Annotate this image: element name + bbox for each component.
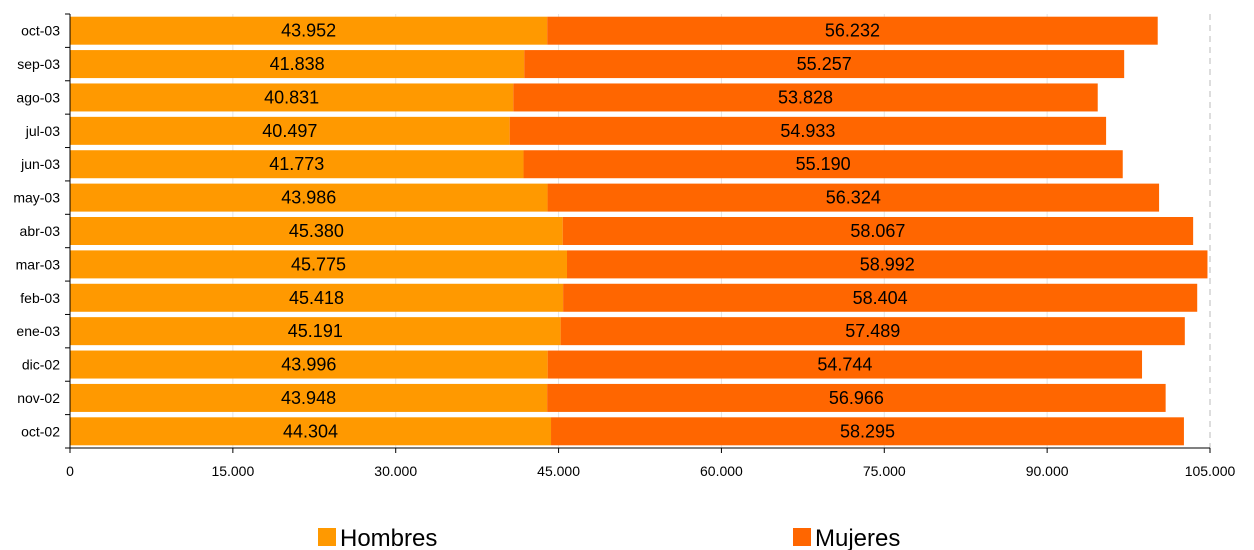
bar-mujeres-oct-03 (547, 16, 1158, 45)
category-label-sep-03: sep-03 (17, 56, 60, 72)
data-label-mujeres-may-03: 56.324 (826, 188, 881, 208)
data-label-mujeres-dic-02: 54.744 (817, 355, 872, 375)
bar-mujeres-oct-02 (551, 417, 1184, 446)
category-label-oct-03: oct-03 (21, 23, 60, 39)
data-label-hombres-abr-03: 45.380 (289, 221, 344, 241)
bar-hombres-may-03 (70, 183, 548, 212)
data-label-mujeres-ene-03: 57.489 (845, 321, 900, 341)
data-label-hombres-dic-02: 43.996 (281, 355, 336, 375)
legend-label-mujeres: Mujeres (815, 525, 900, 550)
data-label-mujeres-mar-03: 58.992 (860, 254, 915, 274)
legend-label-hombres: Hombres (340, 525, 437, 550)
x-tick-label: 15.000 (211, 463, 254, 479)
bar-mujeres-ago-03 (513, 83, 1098, 112)
bar-hombres-jul-03 (70, 116, 510, 145)
category-label-ago-03: ago-03 (16, 89, 60, 105)
bar-mujeres-dic-02 (547, 350, 1143, 379)
x-tick-label: 45.000 (537, 463, 580, 479)
bars-layer (70, 16, 1208, 446)
bar-mujeres-mar-03 (566, 250, 1208, 279)
legend-swatch-mujeres (793, 528, 811, 546)
category-label-jun-03: jun-03 (20, 156, 60, 172)
data-label-hombres-sep-03: 41.838 (270, 54, 325, 74)
data-label-mujeres-jun-03: 55.190 (796, 154, 851, 174)
data-label-hombres-may-03: 43.986 (281, 188, 336, 208)
bar-mujeres-ene-03 (560, 317, 1185, 346)
data-label-mujeres-feb-03: 58.404 (853, 288, 908, 308)
bar-hombres-abr-03 (70, 217, 563, 245)
bar-mujeres-may-03 (547, 183, 1160, 212)
bar-hombres-mar-03 (70, 250, 567, 279)
category-label-oct-02: oct-02 (21, 423, 60, 439)
data-label-hombres-oct-02: 44.304 (283, 421, 338, 441)
data-label-mujeres-oct-02: 58.295 (840, 421, 895, 441)
category-label-nov-02: nov-02 (17, 390, 60, 406)
data-label-hombres-jul-03: 40.497 (262, 121, 317, 141)
x-tick-label: 60.000 (700, 463, 743, 479)
bar-hombres-nov-02 (70, 383, 548, 412)
bar-hombres-ene-03 (70, 317, 561, 346)
labels-layer: 43.952 56.232 oct-03 41.838 55.257 sep-03 40.8… (13, 21, 1235, 479)
bar-hombres-jun-03 (70, 150, 524, 179)
bar-hombres-oct-02 (70, 417, 552, 446)
x-tick-label: 105.000 (1185, 463, 1236, 479)
data-label-hombres-nov-02: 43.948 (281, 388, 336, 408)
legend: Hombres Mujeres (318, 525, 900, 550)
bar-hombres-ago-03 (70, 83, 514, 112)
x-tick-label: 90.000 (1026, 463, 1069, 479)
x-tick-label: 75.000 (863, 463, 906, 479)
category-label-mar-03: mar-03 (16, 256, 61, 272)
category-label-ene-03: ene-03 (16, 323, 60, 339)
bar-mujeres-jul-03 (509, 116, 1107, 145)
data-label-hombres-feb-03: 45.418 (289, 288, 344, 308)
legend-swatch-hombres (318, 528, 336, 546)
bar-hombres-sep-03 (70, 50, 525, 79)
bar-hombres-dic-02 (70, 350, 548, 379)
data-label-mujeres-abr-03: 58.067 (850, 221, 905, 241)
data-label-hombres-oct-03: 43.952 (281, 21, 336, 41)
category-label-jul-03: jul-03 (25, 123, 60, 139)
x-tick-label: 0 (66, 463, 74, 479)
category-label-feb-03: feb-03 (20, 290, 60, 306)
bar-mujeres-jun-03 (523, 150, 1123, 179)
data-label-mujeres-sep-03: 55.257 (797, 54, 852, 74)
data-label-hombres-ago-03: 40.831 (264, 87, 319, 107)
data-label-mujeres-ago-03: 53.828 (778, 87, 833, 107)
category-label-may-03: may-03 (13, 190, 60, 206)
bar-hombres-oct-03 (70, 16, 548, 45)
bar-mujeres-abr-03 (562, 217, 1194, 245)
data-label-hombres-ene-03: 45.191 (288, 321, 343, 341)
data-label-hombres-mar-03: 45.775 (291, 254, 346, 274)
category-label-abr-03: abr-03 (20, 223, 61, 239)
axis-layer (65, 13, 1211, 453)
category-label-dic-02: dic-02 (22, 357, 60, 373)
data-label-mujeres-nov-02: 56.966 (829, 388, 884, 408)
bar-mujeres-nov-02 (547, 383, 1166, 412)
data-label-mujeres-oct-03: 56.232 (825, 21, 880, 41)
bar-mujeres-feb-03 (563, 283, 1198, 312)
x-tick-label: 30.000 (374, 463, 417, 479)
data-label-mujeres-jul-03: 54.933 (780, 121, 835, 141)
bar-mujeres-sep-03 (524, 50, 1125, 79)
bar-hombres-feb-03 (70, 283, 564, 312)
data-label-hombres-jun-03: 41.773 (269, 154, 324, 174)
